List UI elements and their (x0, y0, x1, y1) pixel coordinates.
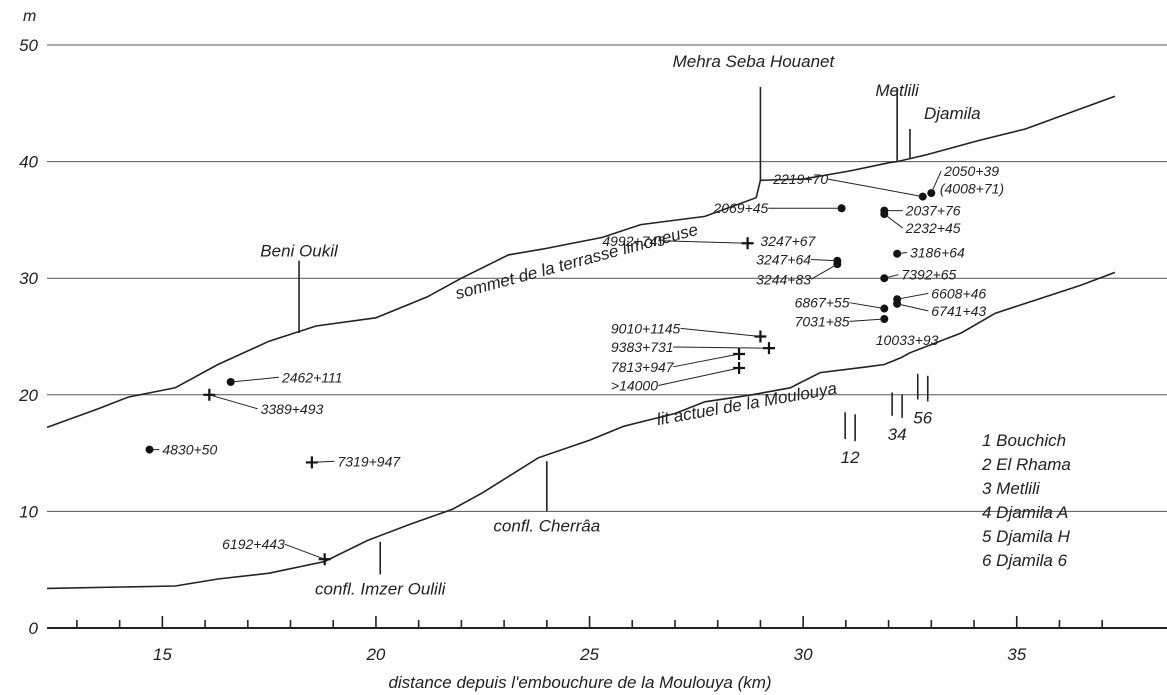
sample-label: 6192+443 (222, 536, 285, 552)
sample-leader (849, 318, 885, 322)
sample-leader (311, 460, 335, 463)
sample-label: 7813+947 (611, 359, 675, 375)
sample-label: 6741+43 (931, 303, 986, 319)
y-tick-label: 30 (19, 269, 38, 288)
sample-label: 2219+70 (772, 171, 828, 187)
vertical-markers: Beni Oukil Mehra Seba Houanet MetliliDjami… (260, 52, 980, 598)
y-tick-label: 20 (18, 386, 38, 405)
sample-label: 6867+55 (795, 295, 850, 311)
sample-leader (810, 263, 838, 280)
terrace-top-line (46, 95, 1116, 429)
sample-label: 4830+50 (162, 442, 217, 458)
y-tick-label: 0 (29, 619, 39, 638)
sample-leader (284, 543, 325, 560)
sample-leader (658, 367, 740, 386)
x-tick-label: 15 (153, 645, 172, 664)
sample-leader (884, 274, 899, 279)
legend-item: 6 Djamila 6 (982, 551, 1068, 570)
sample-label: (4008+71) (940, 180, 1004, 196)
sample-leader (673, 346, 769, 349)
sample-label: 7392+65 (901, 267, 956, 283)
confluence-label: confl. Cherrâa (493, 516, 600, 535)
terrace-marker-label: Djamila (924, 104, 981, 123)
sample-label: 3244+83 (756, 271, 811, 287)
terrace-marker-label: Metlili (875, 81, 920, 100)
legend-item: 4 Djamila A (982, 503, 1068, 522)
sample-label: 2232+45 (905, 220, 961, 236)
y-axis-label: m (23, 8, 36, 25)
sample-leader (884, 213, 903, 229)
legend: 12 34 56 1 Bouchich 2 El Rhama 3 Metlili 4 Dja… (841, 373, 1071, 570)
sample-leader (664, 240, 748, 244)
curve-label: sommet de la terrasse limoneuse (453, 220, 700, 303)
sample-leader (897, 303, 929, 312)
series-lines (46, 95, 1116, 590)
x-tick-label: 35 (1007, 645, 1026, 664)
axes: 0 10 20 30 40 50 15 20 25 30 35 (18, 36, 1167, 664)
terrace-marker-label: Mehra Seba Houanet (673, 52, 836, 71)
legend-item: 1 Bouchich (982, 431, 1066, 450)
x-axis-label: distance depuis l'embouchure de la Moulo… (388, 673, 771, 692)
sample-label: 3389+493 (261, 401, 324, 417)
sample-leader (680, 327, 761, 337)
legend-item: 5 Djamila H (982, 527, 1071, 546)
gridlines (47, 44, 1167, 512)
x-tick-label: 25 (579, 645, 599, 664)
sample-label: 3247+67 (760, 233, 816, 249)
sample-label: 3186+64 (910, 245, 965, 261)
legend-tick-label: 56 (913, 408, 932, 427)
sample-leader (930, 170, 942, 194)
sample-label: 2037+76 (905, 203, 961, 219)
legend-item: 3 Metlili (982, 479, 1041, 498)
y-tick-label: 50 (19, 36, 38, 55)
sample-leader (849, 302, 885, 310)
sample-label: 2462+111 (281, 369, 343, 385)
sample-leader (673, 353, 740, 368)
confluence-label: confl. Imzer Oulili (315, 579, 447, 598)
x-tick-label: 30 (794, 645, 813, 664)
x-tick-label: 20 (365, 645, 385, 664)
curve-label: lit actuel de la Moulouya (655, 379, 838, 429)
sample-leader (897, 292, 929, 300)
legend-item: 2 El Rhama (981, 455, 1071, 474)
sample-label: 2069+45 (712, 200, 768, 216)
sample-leader (230, 376, 280, 383)
legend-tick-label: 12 (841, 448, 860, 467)
sample-label: 9010+1145 (611, 320, 681, 336)
y-tick-label: 10 (19, 502, 38, 521)
sample-label: >14000 (611, 377, 658, 393)
sample-label: 3247+64 (756, 252, 811, 268)
sample-leader (827, 178, 923, 198)
sample-label: 7031+85 (795, 313, 850, 329)
samples: 2462+111 3389+493 4830+50 7319+947 6192+443 9… (145, 163, 1004, 566)
terrace-marker-label: Beni Oukil (260, 242, 339, 261)
sample-leader (209, 394, 258, 410)
y-tick-label: 40 (19, 153, 38, 172)
sample-leader (897, 252, 908, 255)
sample-label: 6608+46 (931, 285, 986, 301)
sample-leader (810, 259, 838, 262)
riverbed-line (46, 271, 1116, 590)
sample-label: 4992+745 (602, 233, 665, 249)
sample-label: 2050+39 (943, 163, 999, 179)
sample-label: 10033+93 (876, 332, 939, 348)
legend-tick-label: 34 (888, 425, 907, 444)
sample-label: 7319+947 (337, 453, 401, 469)
sample-label: 9383+731 (611, 339, 674, 355)
